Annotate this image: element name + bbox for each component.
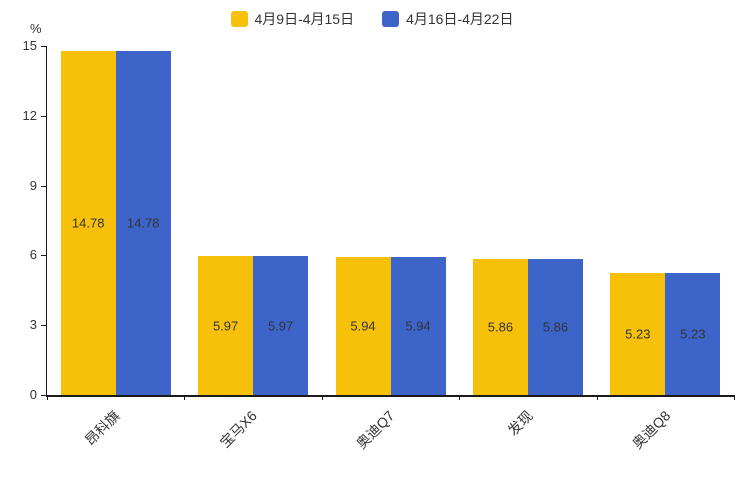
bar-series2-cat3[interactable]: 5.94 xyxy=(390,256,446,395)
bar-value-label: 5.97 xyxy=(212,318,239,334)
plot-area: 14.78 14.78 5.97 5.97 5.94 5.94 5.86 5.86 5.23 5.… xyxy=(23,39,735,402)
bar-group-1: 14.78 14.78 xyxy=(47,46,184,395)
y-tick-mark xyxy=(41,46,47,47)
legend: 4月9日-4月15日 4月16日-4月22日 xyxy=(0,9,744,29)
bar-series1-cat2[interactable]: 5.97 xyxy=(198,256,254,395)
x-tick-mark xyxy=(184,395,186,400)
bar-value-label: 14.78 xyxy=(126,215,160,231)
legend-label: 4月9日-4月15日 xyxy=(254,11,355,27)
bar-group-2: 5.97 5.97 xyxy=(184,46,321,395)
bar-value-label: 14.78 xyxy=(71,215,105,231)
x-tick-mark xyxy=(459,395,461,400)
y-tick-mark xyxy=(41,325,47,327)
bar-value-label: 5.23 xyxy=(680,326,706,342)
bar-series1-cat5[interactable]: 5.23 xyxy=(610,273,666,395)
bar-group-3: 5.94 5.94 xyxy=(322,46,459,395)
bar-value-label: 5.23 xyxy=(625,326,651,342)
bar-series1-cat4[interactable]: 5.86 xyxy=(472,258,528,395)
bar-group-4: 5.86 5.86 xyxy=(459,46,596,395)
x-tick-mark xyxy=(321,395,323,400)
bar-series2-cat5[interactable]: 5.23 xyxy=(665,273,721,395)
x-axis-category-label: 奥迪Q8 xyxy=(628,407,673,452)
legend-label: 4月16日-4月22日 xyxy=(406,11,514,27)
y-axis-unit-label: % xyxy=(30,21,42,36)
x-tick-mark xyxy=(47,395,48,400)
legend-swatch-icon xyxy=(382,11,400,27)
bar-chart: 14.78 14.78 5.97 5.97 5.94 5.94 5.86 5.86 5.23 5.… xyxy=(23,39,735,402)
x-tick-mark xyxy=(596,395,598,400)
y-tick-mark xyxy=(41,185,47,187)
y-tick-mark xyxy=(41,395,47,396)
bar-series2-cat4[interactable]: 5.86 xyxy=(527,258,583,395)
legend-item-1[interactable]: 4月9日-4月15日 xyxy=(230,9,355,29)
x-axis-category-label: 发现 xyxy=(504,407,536,439)
x-axis-labels: 昂科旗 宝马X6 奥迪Q7 发现 奥迪Q8 xyxy=(46,399,734,469)
legend-swatch-icon xyxy=(230,11,248,27)
y-tick-label: 6 xyxy=(29,247,37,263)
y-tick-label: 12 xyxy=(22,107,37,123)
x-tick-mark xyxy=(734,395,735,400)
y-tick-label: 3 xyxy=(29,317,37,333)
bar-value-label: 5.86 xyxy=(487,319,514,335)
y-tick-label: 9 xyxy=(29,177,37,193)
x-axis-category-label: 奥迪Q7 xyxy=(353,407,398,452)
bar-series1-cat1[interactable]: 14.78 xyxy=(60,51,116,395)
bar-value-label: 5.94 xyxy=(405,318,431,334)
y-tick-mark xyxy=(41,115,47,117)
y-tick-label: 0 xyxy=(29,387,37,402)
x-axis-category-label: 昂科旗 xyxy=(81,407,123,449)
bar-series2-cat2[interactable]: 5.97 xyxy=(253,256,309,395)
bar-value-label: 5.94 xyxy=(350,318,376,334)
bar-group-5: 5.23 5.23 xyxy=(597,46,734,395)
bar-series1-cat3[interactable]: 5.94 xyxy=(335,256,391,395)
y-tick-mark xyxy=(41,255,47,257)
legend-item-2[interactable]: 4月16日-4月22日 xyxy=(382,9,513,29)
bar-value-label: 5.97 xyxy=(267,318,294,334)
x-axis-category-label: 宝马X6 xyxy=(216,407,261,451)
bar-value-label: 5.86 xyxy=(542,319,569,335)
y-tick-label: 15 xyxy=(22,38,37,53)
bar-series2-cat1[interactable]: 14.78 xyxy=(115,51,171,395)
